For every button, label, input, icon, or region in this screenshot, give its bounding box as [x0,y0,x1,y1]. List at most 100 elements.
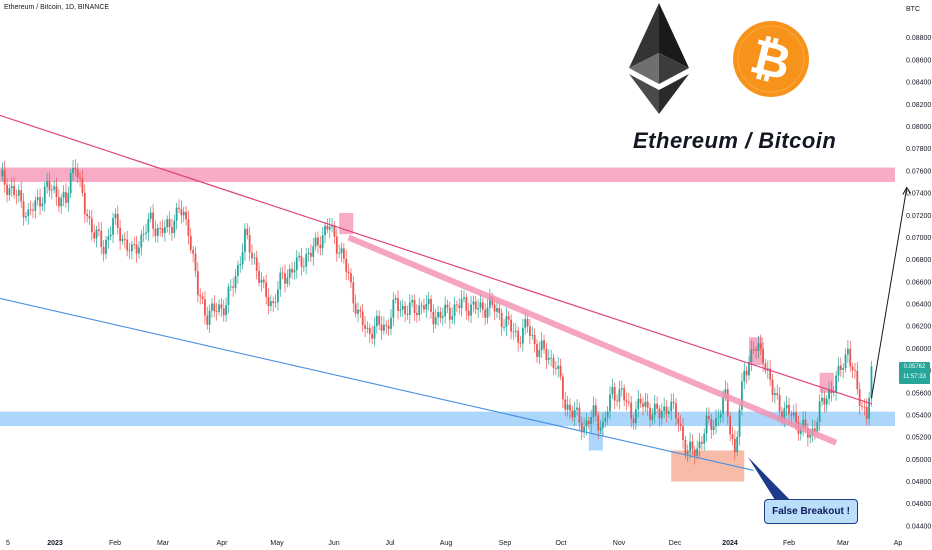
candle-body [213,303,216,312]
candle-body [463,297,465,299]
candle-body [752,349,755,351]
candle-body [159,227,162,229]
candle-body [510,319,512,332]
candle-body [1,169,4,177]
candle-body [83,192,86,214]
candle-body [15,194,18,196]
candle-body [406,313,409,315]
candle-body [816,421,819,432]
callout-pointer [748,457,790,500]
x-tick-label: 2024 [722,540,738,547]
candle-body [149,212,152,219]
candle-body [387,325,390,329]
candle-body [743,370,746,382]
x-tick-label: 5 [6,540,10,547]
candle-body [832,392,835,394]
candle-body [147,218,150,233]
candle-body [196,271,199,296]
projection-arrowhead [902,186,912,195]
candle-body [385,324,388,326]
candle-body [656,403,659,409]
candle-body [279,272,282,290]
candle-body [173,220,176,234]
y-tick-label: 0.04600 [906,501,931,508]
candle-body [140,234,143,248]
candle-body [602,421,604,428]
candle-body [762,348,765,364]
overlay-title: Ethereum / Bitcoin [633,128,837,153]
candle-body [592,405,595,418]
candle-body [635,409,637,424]
candle-body [342,248,345,259]
y-tick-label: 0.07800 [906,146,931,153]
candle-body [229,286,232,288]
candle-body [637,398,640,410]
y-tick-label: 0.07200 [906,213,931,220]
candle-body [251,252,253,259]
candle-body [206,315,209,325]
candle-body [792,412,795,416]
candle-body [258,270,260,283]
candle-body [861,405,863,407]
candle-body [401,305,404,310]
candle-body [201,296,204,300]
candle-body [74,167,77,170]
candle-body [225,305,228,316]
candle-body [830,390,833,394]
x-tick-label: Feb [783,540,795,547]
candle-body [814,428,816,432]
candle-body [232,286,235,288]
candle-body [32,209,34,211]
candle-body [486,307,489,318]
candle-body [300,255,303,267]
chart-header-title: Ethereum / Bitcoin, 1D, BINANCE [4,4,110,11]
x-tick-label: Dec [669,540,682,547]
candle-body [587,420,590,425]
y-tick-label: 0.08400 [906,80,931,87]
candle-body [425,303,428,310]
oct-low-marker [588,423,603,451]
candle-body [496,308,498,312]
candle-body [324,225,326,236]
candle-body [693,449,696,456]
candle-body [710,418,713,430]
candle-body [773,393,776,396]
candle-body [128,250,131,252]
candle-body [477,307,480,310]
candle-body [646,401,649,408]
candle-body [684,439,687,454]
candle-body [277,289,279,303]
candle-body [119,227,122,242]
y-tick-label: 0.07000 [906,235,931,242]
candle-body [611,387,614,395]
candle-body [705,415,708,434]
candle-body [244,228,246,252]
candle-body [441,316,444,318]
candle-body [364,325,366,329]
candle-body [835,375,838,393]
candle-body [837,365,840,376]
candle-body [100,230,103,247]
lower-support-line [0,297,754,471]
x-tick-label: Jun [328,540,339,547]
candle-body [849,348,852,367]
candle-body [418,305,421,316]
candle-body [717,417,720,419]
y-tick-label: 0.07400 [906,191,931,198]
candle-body [870,366,873,398]
y-tick-label: 0.05400 [906,412,931,419]
candle-body [809,434,812,438]
candle-body [731,434,734,439]
y-tick-label: 0.07600 [906,168,931,175]
x-tick-label: Apr [217,540,229,547]
candle-body [121,238,124,242]
candle-body [93,232,96,239]
candle-body [547,358,550,361]
candle-body [616,400,618,402]
candle-body [689,441,691,452]
candle-body [691,441,694,450]
candle-body [790,414,793,416]
candle-body [241,251,244,265]
candle-body [828,390,830,400]
